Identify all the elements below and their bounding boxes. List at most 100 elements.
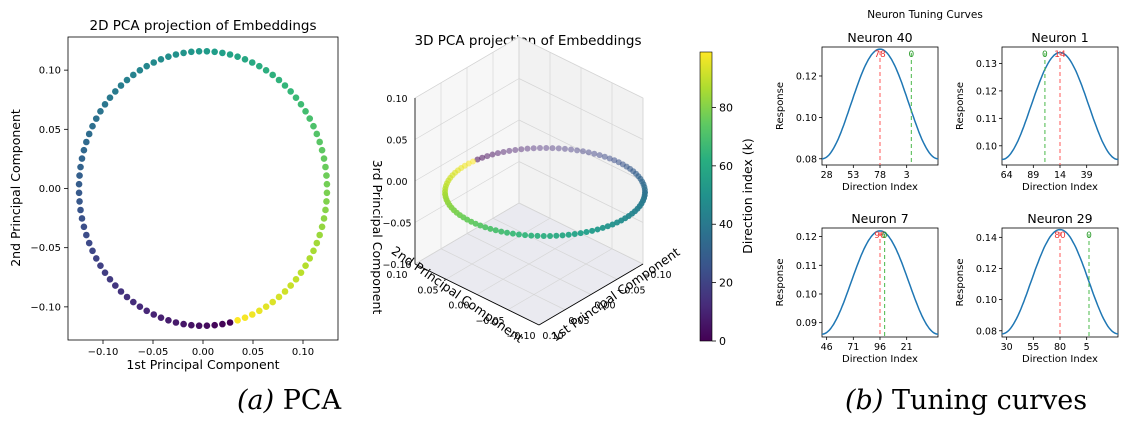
pca-3d-point (549, 145, 556, 152)
pca-2d-point (130, 298, 137, 306)
pca-3d-point (604, 223, 611, 230)
pca-2d-point (85, 130, 93, 138)
pca-2d-title: 2D PCA projection of Embeddings (90, 18, 317, 34)
pca-2d-point (302, 262, 309, 269)
pca-2d-point (248, 59, 256, 66)
pca-3d-point (484, 153, 491, 160)
pca-3d-point (601, 153, 608, 160)
pca-3d-point (512, 146, 519, 153)
pca-2d-point (323, 189, 331, 197)
tuning-y-tick-label: 0.12 (796, 232, 817, 243)
pca-3d-point (489, 151, 496, 158)
pca-3d-point (528, 232, 535, 239)
pca-3d-point (477, 222, 484, 229)
pca-2d-point (188, 321, 195, 329)
pca-3d-gridline (414, 119, 520, 182)
tuning-subplot-title: Neuron 29 (1027, 211, 1092, 226)
pca-3d-z-tick-label: −0.10 (382, 260, 411, 271)
pca-3d-axis-line (538, 263, 644, 326)
pca-2d-point (92, 255, 100, 262)
stimulus-direction-label: 0 (908, 50, 914, 60)
tuning-y-tick-label: 0.11 (976, 114, 997, 125)
colorbar-tick-label: 20 (719, 277, 733, 290)
tuning-x-tick-label: 3 (904, 170, 910, 181)
pca-2d-point (195, 47, 203, 55)
pca-3d-z-tick-label: 0.00 (386, 177, 407, 188)
pca-2d-x-tick-label: −0.10 (88, 347, 119, 358)
pca-3d-x-tick-label: 0.05 (568, 316, 589, 327)
pca-2d-y-tick-label: −0.10 (30, 302, 61, 313)
pca-2d-point (112, 88, 119, 95)
tuning-subplots: Neuron 40 78 0 28 53 78 3 0.08 0.10 0.12 Direction… (775, 30, 1119, 365)
pca-2d-point (316, 231, 323, 239)
pca-3d-point (555, 145, 562, 152)
pca-2d-x-tick-label: 0.05 (242, 347, 264, 358)
tuning-x-tick-label: 46 (821, 342, 833, 353)
pca-2d-point (318, 223, 326, 231)
pca-3d-point (534, 232, 541, 239)
colorbar-tick-label: 40 (719, 218, 733, 231)
pca-3d-point (543, 145, 550, 152)
pca-3d-point (522, 232, 529, 239)
pca-2d-point (281, 82, 289, 89)
pca-2d-point (188, 48, 195, 56)
pca-2d-point (323, 172, 330, 179)
pca-2d-point (75, 189, 83, 197)
pca-3d-point (591, 150, 598, 157)
pca-2d-point (323, 198, 330, 205)
pca-3d-z-tick-label: 0.05 (386, 136, 407, 147)
pca-3d-gridline (445, 217, 551, 280)
preferred-direction-label: 96 (874, 231, 886, 241)
pca-3d-point (515, 231, 522, 238)
pca-3d-point (579, 148, 586, 155)
tuning-xlabel: Direction Index (842, 354, 918, 365)
pca-3d-point (504, 229, 511, 236)
pca-2d-point (112, 282, 119, 289)
tuning-x-tick-label: 71 (847, 342, 859, 353)
tuning-x-tick-label: 53 (847, 170, 859, 181)
pca-2d-point (106, 276, 114, 283)
pca-2d-point (320, 155, 328, 162)
pca-2d-point (150, 311, 158, 318)
pca-3d-point (589, 227, 596, 234)
pca-2d-point (292, 94, 300, 101)
pca-2d-point (211, 48, 218, 56)
tuning-subplot-title: Neuron 1 (1031, 30, 1088, 45)
pca-2d-point (172, 51, 180, 58)
pca-2d-point (83, 231, 90, 239)
figure: 2D PCA projection of Embeddings −0.10 −0.… (8, 9, 1119, 372)
pca-2d-point (262, 303, 270, 310)
tuning-suptitle: Neuron Tuning Curves (867, 9, 983, 21)
pca-2d-y-ticks: −0.10 −0.05 0.00 0.05 0.10 (30, 66, 68, 313)
pca-2d-point (241, 314, 249, 321)
tuning-y-tick-label: 0.08 (796, 154, 817, 165)
pca-2d-point (143, 307, 151, 315)
pca-3d-x-tick-label: −0.10 (642, 270, 671, 281)
tuning-x-tick-label: 28 (821, 170, 833, 181)
tuning-x-tick-label: 55 (1027, 342, 1039, 353)
pca-2d-point (281, 288, 289, 295)
pca-3d-point (574, 147, 581, 154)
pca-3d-y-tick-label: 0.00 (448, 301, 469, 312)
colorbar-label: Direction index (k) (740, 138, 755, 254)
pca-3d-point (524, 145, 531, 152)
tuning-subplot-title: Neuron 40 (847, 30, 912, 45)
pca-3d-point (599, 224, 606, 231)
pca-2d-point (248, 311, 256, 318)
pca-2d-point (234, 317, 241, 324)
pca-3d-point (509, 230, 516, 237)
pca-2d-point (129, 71, 137, 79)
tuning-y-tick-label: 0.10 (976, 295, 997, 306)
pca-3d-gridline (518, 119, 644, 182)
pca-3d-point (487, 225, 494, 232)
pca-2d-point (241, 56, 249, 63)
colorbar-tick-label: 60 (719, 160, 733, 173)
pca-2d-point (89, 122, 96, 130)
pca-3d-gridline (414, 36, 520, 99)
pca-3d-point (559, 232, 566, 239)
pca-2d-frame (67, 36, 339, 341)
pca-2d-y-tick-label: 0.10 (39, 66, 61, 77)
tuning-xlabel: Direction Index (1022, 182, 1098, 193)
tuning-curve (821, 48, 939, 160)
pca-2d-point (78, 215, 86, 222)
